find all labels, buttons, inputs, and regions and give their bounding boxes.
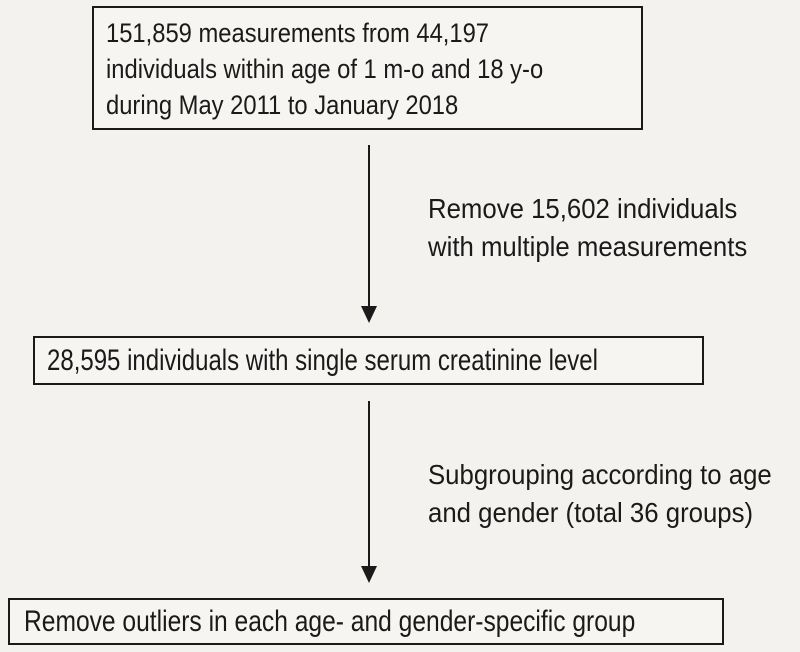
annotation-subgrouping: Subgrouping according to age and gender … bbox=[428, 456, 800, 532]
annotation-subgrouping-line-2: and gender (total 36 groups) bbox=[428, 497, 754, 528]
flow-box-remove-outliers: Remove outliers in each age- and gender-… bbox=[8, 598, 724, 645]
annotation-remove-multiple: Remove 15,602 individuals with multiple … bbox=[428, 190, 775, 266]
remove-outliers-box-text: Remove outliers in each age- and gender-… bbox=[24, 604, 636, 638]
annotation-remove-multiple-line-2: with multiple measurements bbox=[428, 231, 748, 262]
population-box-line-1: 151,859 measurements from 44,197 bbox=[106, 18, 490, 48]
population-box-line-2: individuals within age of 1 m-o and 18 y… bbox=[106, 54, 544, 84]
down-arrow-1-head-icon bbox=[361, 306, 377, 323]
annotation-subgrouping-line-1: Subgrouping according to age bbox=[428, 459, 772, 490]
down-arrow-1-line bbox=[368, 145, 370, 307]
population-box-line-3: during May 2011 to January 2018 bbox=[106, 90, 459, 120]
flow-box-single-creatinine: 28,595 individuals with single serum cre… bbox=[33, 336, 704, 385]
down-arrow-2-head-icon bbox=[361, 566, 377, 583]
down-arrow-2-line bbox=[368, 401, 370, 567]
flow-box-population: 151,859 measurements from 44,197 individ… bbox=[92, 6, 643, 130]
annotation-remove-multiple-line-1: Remove 15,602 individuals bbox=[428, 193, 738, 224]
single-creatinine-box-text: 28,595 individuals with single serum cre… bbox=[47, 343, 598, 377]
